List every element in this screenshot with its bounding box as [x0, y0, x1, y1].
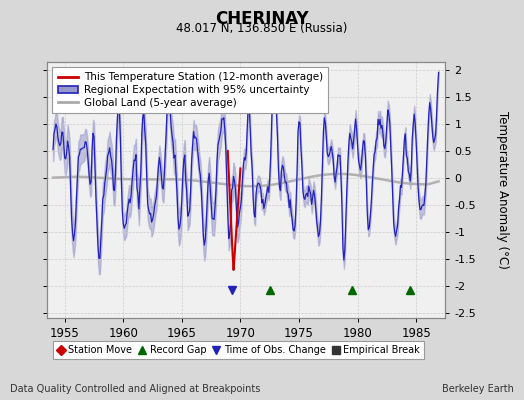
Legend: Station Move, Record Gap, Time of Obs. Change, Empirical Break: Station Move, Record Gap, Time of Obs. C…	[53, 341, 424, 359]
Text: CHERINAY: CHERINAY	[215, 10, 309, 28]
Text: Berkeley Earth: Berkeley Earth	[442, 384, 514, 394]
Y-axis label: Temperature Anomaly (°C): Temperature Anomaly (°C)	[496, 111, 509, 269]
Text: Data Quality Controlled and Aligned at Breakpoints: Data Quality Controlled and Aligned at B…	[10, 384, 261, 394]
Legend: This Temperature Station (12-month average), Regional Expectation with 95% uncer: This Temperature Station (12-month avera…	[52, 67, 328, 113]
Text: 48.017 N, 136.850 E (Russia): 48.017 N, 136.850 E (Russia)	[176, 22, 348, 35]
